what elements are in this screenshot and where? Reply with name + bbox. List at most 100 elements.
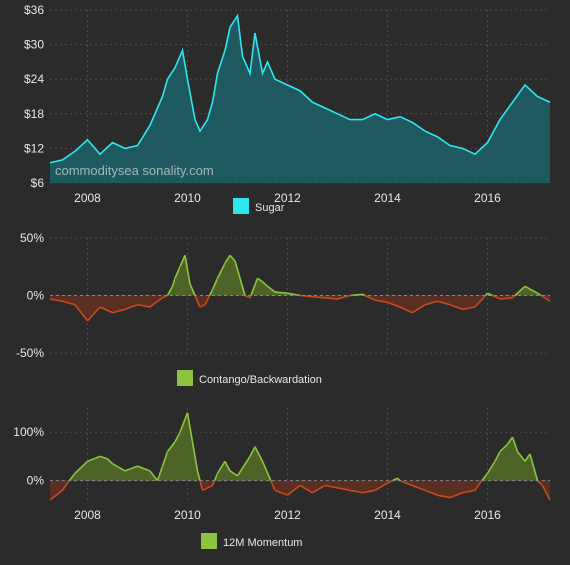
sugar-chart: $6 $12 $18 $24 $30 $36 2008 2010 2012 2014 2016 Sug… <box>24 3 551 214</box>
momentum-positive-area <box>162 451 168 481</box>
momentum-positive-area <box>500 444 508 481</box>
momentum-negative-area <box>350 480 363 493</box>
momentum-negative-area <box>300 480 313 493</box>
momentum-line-segment <box>179 412 189 433</box>
contango-line-segment <box>487 292 493 297</box>
momentum-line-segment <box>106 458 114 465</box>
momentum-line-segment <box>541 485 551 501</box>
contango-line-segment <box>224 254 231 264</box>
momentum-line-segment <box>399 479 413 487</box>
momentum-x-tick-label: 2008 <box>74 508 101 522</box>
momentum-positive-area <box>230 470 238 481</box>
momentum-line-segment <box>312 484 326 494</box>
momentum-line-segment <box>516 451 526 462</box>
contango-positive-area <box>175 266 180 296</box>
contango-line-segment <box>261 281 269 287</box>
momentum-line-segment <box>299 484 313 494</box>
contango-line-segment <box>204 295 211 306</box>
contango-negative-area <box>150 295 158 307</box>
momentum-positive-area <box>175 432 180 481</box>
momentum-x-tick-label: 2012 <box>274 508 301 522</box>
momentum-line-segment <box>362 489 376 494</box>
contango-line-segment <box>166 285 174 296</box>
momentum-line-segment <box>99 455 108 460</box>
sugar-y-tick-label: $18 <box>24 107 44 121</box>
momentum-line-segment <box>337 487 351 492</box>
contango-line-segment <box>124 303 138 311</box>
momentum-line-segment <box>49 489 63 501</box>
momentum-x-tick-label: 2010 <box>174 508 201 522</box>
contango-line-segment <box>74 304 89 322</box>
momentum-line-segment <box>224 460 231 472</box>
contango-line-segment <box>112 308 126 314</box>
contango-positive-area <box>235 261 240 296</box>
momentum-x-tick-label: 2014 <box>374 508 401 522</box>
momentum-line-segment <box>199 480 204 491</box>
momentum-line-segment <box>112 462 126 472</box>
contango-negative-area <box>112 295 125 313</box>
contango-y-tick-label: -50% <box>16 346 44 360</box>
momentum-negative-area <box>50 480 63 500</box>
contango-line-segment <box>62 300 76 306</box>
contango-positive-area <box>217 263 225 296</box>
contango-line-segment <box>239 278 246 296</box>
momentum-line-segment <box>216 460 226 474</box>
momentum-line-segment <box>524 453 531 462</box>
contango-negative-area <box>62 295 75 305</box>
momentum-line-segment <box>387 479 393 484</box>
contango-line-segment <box>174 266 181 279</box>
contango-negative-area <box>387 295 400 307</box>
contango-line-segment <box>208 289 214 296</box>
contango-negative-area <box>462 295 475 310</box>
contango-line-segment <box>462 306 476 311</box>
momentum-line-segment <box>437 494 451 499</box>
momentum-line-segment <box>68 472 76 482</box>
contango-line-segment <box>216 262 226 279</box>
contango-line-segment <box>184 255 191 285</box>
contango-line-segment <box>474 294 487 308</box>
momentum-line-segment <box>511 436 519 452</box>
contango-negative-area <box>412 295 425 313</box>
contango-line-segment <box>179 254 186 268</box>
contango-negative-area <box>50 295 63 302</box>
contango-negative-area <box>137 295 150 307</box>
momentum-line-segment <box>156 465 164 481</box>
contango-line-segment <box>149 300 158 308</box>
contango-negative-area <box>425 295 438 305</box>
contango-line-segment <box>229 254 236 262</box>
sugar-x-tick-label: 2014 <box>374 191 401 205</box>
momentum-line-segment <box>213 473 219 481</box>
momentum-line-segment <box>424 489 438 496</box>
contango-line-segment <box>211 277 219 291</box>
momentum-legend-label: 12M Momentum <box>223 537 302 549</box>
momentum-negative-area <box>362 480 375 493</box>
contango-line-segment <box>424 300 438 306</box>
contango-line-segment <box>257 277 263 283</box>
momentum-line-segment <box>349 489 363 494</box>
contango-negative-area <box>87 295 100 321</box>
contango-line-segment <box>374 299 388 304</box>
momentum-line-segment <box>270 480 276 491</box>
momentum-y-tick-label: 0% <box>27 474 45 488</box>
contango-line-segment <box>437 300 451 306</box>
momentum-line-segment <box>236 455 251 477</box>
contango-line-segment <box>267 285 276 293</box>
sugar-x-tick-label: 2012 <box>274 191 301 205</box>
contango-line-segment <box>537 292 542 297</box>
momentum-line-segment <box>486 460 496 474</box>
momentum-positive-area <box>100 456 108 481</box>
momentum-negative-area <box>412 480 425 491</box>
momentum-line-segment <box>249 446 256 457</box>
contango-positive-area <box>225 255 230 296</box>
momentum-positive-area <box>217 461 225 481</box>
contango-positive-area <box>230 255 235 296</box>
contango-line-segment <box>387 301 401 308</box>
contango-line-segment <box>540 294 551 302</box>
momentum-line-segment <box>462 489 476 494</box>
sugar-y-tick-label: $12 <box>24 141 44 155</box>
contango-line-segment <box>194 295 201 308</box>
momentum-line-segment <box>124 465 138 472</box>
contango-line-segment <box>412 304 426 314</box>
contango-line-segment <box>449 303 463 311</box>
